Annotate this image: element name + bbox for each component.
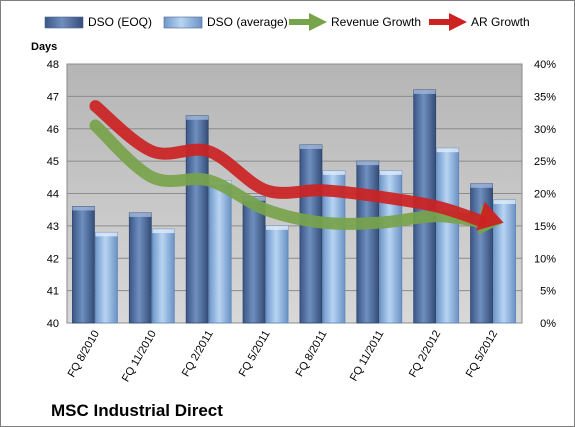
legend: DSO (EOQ) DSO (average) Revenue Growth AR G… bbox=[44, 13, 530, 31]
company-name: MSC Industrial Direct bbox=[51, 401, 223, 420]
bar-dso-eoq bbox=[128, 212, 152, 324]
bar-cap bbox=[266, 225, 289, 230]
x-tick-label: FQ 2/2012 bbox=[407, 329, 443, 380]
bar-cap bbox=[186, 115, 209, 120]
y2-tick-label: 20% bbox=[534, 189, 556, 201]
bar-cap bbox=[95, 232, 118, 237]
line-revenue-growth bbox=[89, 119, 488, 230]
y-tick-label: 42 bbox=[47, 253, 59, 265]
x-tick-label: FQ 11/2010 bbox=[120, 329, 159, 385]
legend-arrowhead bbox=[449, 13, 467, 31]
y-tick-label: 47 bbox=[47, 91, 59, 103]
x-tick-label: FQ 8/2011 bbox=[294, 329, 330, 379]
bar-cap bbox=[356, 161, 379, 166]
y2-tick-label: 40% bbox=[534, 59, 556, 71]
bar-dso-eoq bbox=[356, 160, 380, 324]
y-axis-left: 40 41 42 43 44 45 46 47 48 bbox=[47, 59, 59, 330]
legend-label: Revenue Growth bbox=[331, 15, 421, 29]
y-tick-label: 46 bbox=[47, 124, 59, 136]
y2-tick-label: 5% bbox=[540, 286, 556, 298]
x-tick-label: FQ 2/2011 bbox=[180, 329, 216, 379]
y2-tick-label: 15% bbox=[534, 221, 556, 233]
line-ar-growth bbox=[89, 100, 488, 228]
x-axis: FQ 8/2010 FQ 11/2010 FQ 2/2011 FQ 5/2011 FQ … bbox=[66, 329, 501, 385]
bar-cap bbox=[152, 229, 175, 234]
y-tick-label: 44 bbox=[47, 189, 59, 201]
y-tick-label: 43 bbox=[47, 221, 59, 233]
bar-cap bbox=[322, 170, 345, 175]
y-tick-label: 45 bbox=[47, 156, 59, 168]
bar-dso-eoq bbox=[72, 206, 95, 324]
bar-cap bbox=[129, 212, 152, 217]
x-tick-label: FQ 11/2011 bbox=[348, 329, 387, 384]
bars bbox=[72, 89, 516, 324]
legend-label: DSO (EOQ) bbox=[88, 15, 152, 29]
bar-dso-eoq bbox=[299, 144, 323, 324]
y-tick-label: 48 bbox=[47, 59, 59, 71]
legend-swatch bbox=[44, 16, 84, 29]
bar-dso-average bbox=[95, 231, 118, 324]
bar-dso-average bbox=[208, 180, 232, 324]
x-tick-label: FQ 5/2012 bbox=[464, 329, 500, 380]
y2-tick-label: 30% bbox=[534, 124, 556, 136]
x-tick-label: FQ 8/2010 bbox=[66, 329, 102, 380]
bar-cap bbox=[436, 148, 459, 153]
y-tick-label: 41 bbox=[47, 286, 59, 298]
y-tick-label: 40 bbox=[47, 318, 59, 330]
bar-dso-average bbox=[436, 147, 460, 324]
bar-dso-average bbox=[151, 228, 175, 324]
bar-cap bbox=[413, 89, 436, 94]
y2-tick-label: 10% bbox=[534, 253, 556, 265]
y2-tick-label: 25% bbox=[534, 156, 556, 168]
growth-lines bbox=[89, 100, 504, 235]
legend-swatch bbox=[163, 16, 203, 29]
bar-cap bbox=[470, 183, 493, 188]
y-axis-right: 0% 5% 10% 15% 20% 25% 30% 35% 40% bbox=[534, 59, 556, 330]
bar-cap bbox=[493, 199, 516, 204]
bar-cap bbox=[379, 170, 402, 175]
bar-dso-eoq bbox=[470, 183, 493, 324]
x-tick-label: FQ 5/2011 bbox=[237, 329, 273, 379]
legend-arrowhead bbox=[309, 13, 327, 31]
arrowhead-ar-growth bbox=[476, 201, 504, 231]
legend-label: AR Growth bbox=[471, 15, 530, 29]
y2-tick-label: 0% bbox=[540, 318, 556, 330]
bar-dso-average bbox=[265, 225, 289, 324]
legend-label: DSO (average) bbox=[207, 15, 288, 29]
bar-cap bbox=[299, 144, 322, 149]
y-axis-title: Days bbox=[31, 41, 57, 53]
y2-tick-label: 35% bbox=[534, 91, 556, 103]
bar-cap bbox=[72, 206, 95, 211]
bar-dso-eoq bbox=[242, 196, 266, 324]
